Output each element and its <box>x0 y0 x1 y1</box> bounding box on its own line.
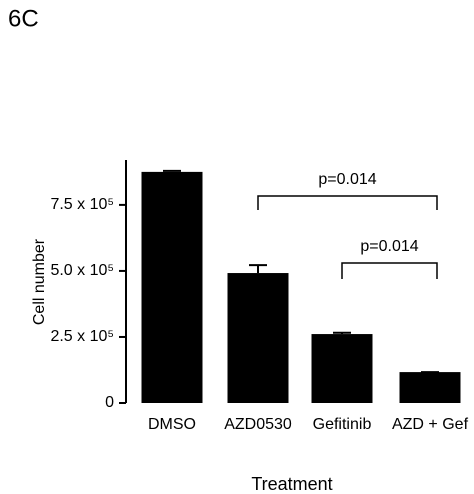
significance-bracket <box>257 195 438 210</box>
y-tick-label: 0 <box>105 394 114 411</box>
y-tick-label: 2.5 x 10⁵ <box>50 328 114 345</box>
error-bar <box>163 169 181 172</box>
x-tick-label: AZD + Gef <box>392 416 469 433</box>
x-tick-label: DMSO <box>148 416 196 433</box>
y-tick-label: 5.0 x 10⁵ <box>50 262 114 279</box>
bar <box>399 372 461 403</box>
y-tick-label: 7.5 x 10⁵ <box>50 196 114 213</box>
significance-bracket <box>341 262 438 279</box>
bar <box>141 171 203 403</box>
x-tick-label: AZD0530 <box>224 416 292 433</box>
x-tick-label: Gefitinib <box>313 416 372 433</box>
bar <box>311 334 373 403</box>
x-axis-label: Treatment <box>251 474 332 494</box>
annotation: p=0.014 <box>318 171 376 188</box>
panel-label: 6C <box>8 5 39 32</box>
bar <box>227 273 289 403</box>
annotation: p=0.014 <box>360 238 418 255</box>
y-axis-label: Cell number <box>31 238 48 325</box>
error-bar <box>249 264 267 274</box>
error-bar <box>333 331 351 335</box>
